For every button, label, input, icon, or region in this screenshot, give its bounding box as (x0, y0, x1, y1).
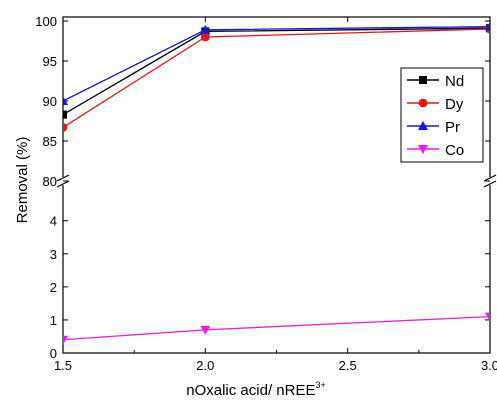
y-tick-label: 0 (50, 346, 57, 361)
x-tick-label: 2.0 (196, 358, 214, 373)
data-point-dy (200, 32, 210, 42)
y-tick-label: 3 (50, 247, 57, 262)
legend-marker-co (418, 145, 428, 154)
legend-box (400, 67, 484, 163)
data-point-nd (63, 110, 67, 119)
y-axis-title: Removal (%) (14, 137, 31, 224)
legend-label-pr: Pr (445, 119, 460, 136)
data-point-co (200, 325, 211, 335)
y-tick-label: 100 (35, 14, 57, 29)
x-tick-label: 1.5 (54, 358, 72, 373)
y-tick-label: 90 (43, 94, 57, 109)
legend-marker-nd (419, 76, 427, 84)
series-line-co (63, 315, 490, 341)
y-axis-break-mark-right (483, 174, 497, 182)
legend-label-co: Co (445, 142, 464, 159)
x-axis-title: nOxalic acid/ nREE3+ (186, 380, 326, 399)
plot-area: 1.5 2.0 2.5 3.0 80 85 90 95 100 0 1 2 3 4 Nd Dy Pr Co (35, 14, 497, 373)
legend-label-nd: Nd (445, 73, 464, 90)
y-tick-label: 95 (43, 54, 57, 69)
series-group (63, 21, 490, 345)
y-tick-label: 80 (43, 174, 57, 189)
y-tick-label: 85 (43, 134, 57, 149)
data-point-dy (63, 123, 68, 132)
data-point-co (63, 335, 68, 345)
data-point-pr (485, 21, 490, 31)
legend-label-dy: Dy (445, 96, 464, 113)
legend-marker-pr (418, 121, 428, 130)
y-tick-label: 4 (50, 214, 57, 229)
x-axis-title-superscript: 3+ (315, 380, 325, 390)
y-axis-break-mark-right (483, 180, 497, 188)
y-tick-label: 1 (50, 313, 57, 328)
x-tick-label: 2.5 (339, 358, 357, 373)
legend-marker-dy (418, 98, 428, 108)
plot-frame (62, 16, 491, 354)
y-axis-break-mark-left (56, 174, 70, 182)
x-axis-title-main: nOxalic acid/ nREE (186, 382, 315, 399)
x-tick-label: 3.0 (481, 358, 497, 373)
data-point-pr (200, 24, 211, 34)
y-axis-break-mark-left (56, 180, 70, 188)
data-point-pr (63, 96, 68, 105)
y-tick-label: 2 (50, 280, 57, 295)
data-point-co (485, 312, 490, 322)
